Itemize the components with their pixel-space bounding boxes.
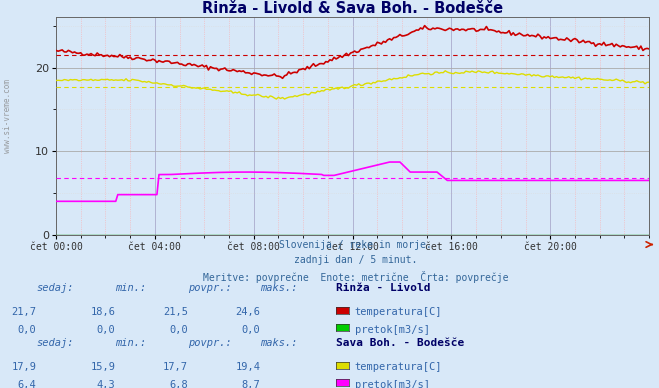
Text: 21,5: 21,5 <box>163 307 188 317</box>
Text: maks.:: maks.: <box>260 283 298 293</box>
Text: 6,4: 6,4 <box>18 380 36 388</box>
Text: pretok[m3/s]: pretok[m3/s] <box>355 325 430 335</box>
Text: povpr.:: povpr.: <box>188 338 231 348</box>
Text: 24,6: 24,6 <box>235 307 260 317</box>
Text: 19,4: 19,4 <box>235 362 260 372</box>
Text: 17,7: 17,7 <box>163 362 188 372</box>
Text: 4,3: 4,3 <box>97 380 115 388</box>
Text: temperatura[C]: temperatura[C] <box>355 307 442 317</box>
Text: Rinža - Livold: Rinža - Livold <box>336 283 430 293</box>
Text: min.:: min.: <box>115 338 146 348</box>
Text: povpr.:: povpr.: <box>188 283 231 293</box>
Text: 0,0: 0,0 <box>169 325 188 335</box>
Text: 0,0: 0,0 <box>242 325 260 335</box>
Text: 6,8: 6,8 <box>169 380 188 388</box>
Text: 18,6: 18,6 <box>90 307 115 317</box>
Text: maks.:: maks.: <box>260 338 298 348</box>
Text: sedaj:: sedaj: <box>36 338 74 348</box>
Text: pretok[m3/s]: pretok[m3/s] <box>355 380 430 388</box>
Text: Sava Boh. - Bodešče: Sava Boh. - Bodešče <box>336 338 465 348</box>
Text: temperatura[C]: temperatura[C] <box>355 362 442 372</box>
Text: www.si-vreme.com: www.si-vreme.com <box>3 80 13 153</box>
Text: min.:: min.: <box>115 283 146 293</box>
Text: 0,0: 0,0 <box>97 325 115 335</box>
Title: Rinža - Livold & Sava Boh. - Bodešče: Rinža - Livold & Sava Boh. - Bodešče <box>202 1 503 16</box>
Text: Slovenija / reke in morje.: Slovenija / reke in morje. <box>279 240 432 250</box>
Text: zadnji dan / 5 minut.: zadnji dan / 5 minut. <box>294 255 418 265</box>
Text: Meritve: povprečne  Enote: metrične  Črta: povprečje: Meritve: povprečne Enote: metrične Črta:… <box>203 271 509 283</box>
Text: 0,0: 0,0 <box>18 325 36 335</box>
Text: 17,9: 17,9 <box>11 362 36 372</box>
Text: 21,7: 21,7 <box>11 307 36 317</box>
Text: 8,7: 8,7 <box>242 380 260 388</box>
Text: 15,9: 15,9 <box>90 362 115 372</box>
Text: sedaj:: sedaj: <box>36 283 74 293</box>
